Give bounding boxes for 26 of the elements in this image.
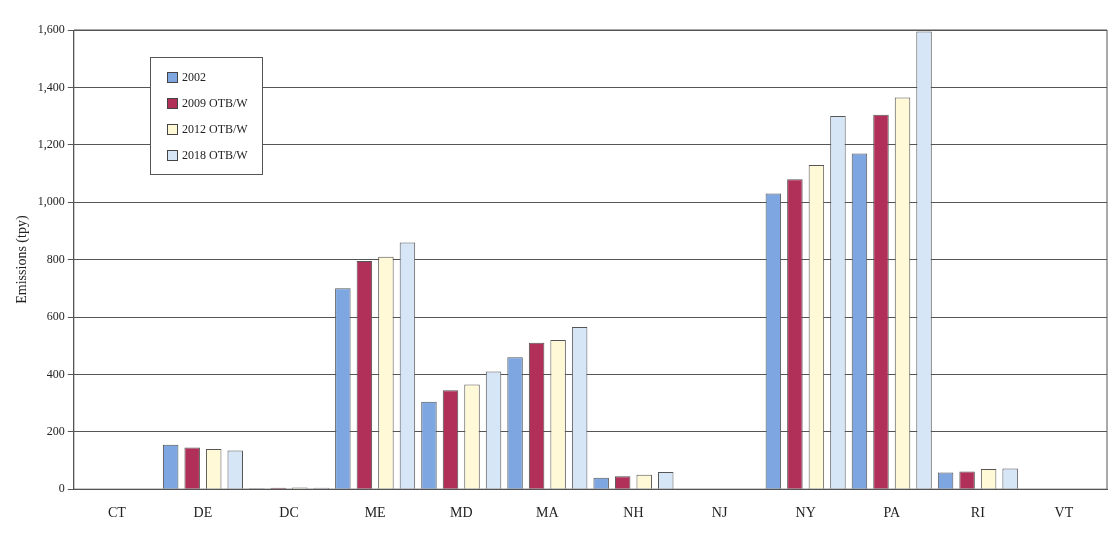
x-tick-label: RI xyxy=(970,505,986,521)
y-tick-label: 1,200 xyxy=(37,136,65,151)
x-tick-label: CT xyxy=(107,505,127,521)
y-tick-label: 800 xyxy=(46,251,65,266)
y-tick-label: 200 xyxy=(46,423,65,438)
y-axis-title: Emissions (tpy) xyxy=(14,215,31,304)
x-tick-label: NY xyxy=(795,505,816,521)
y-tick-label: 600 xyxy=(46,309,65,324)
y-tick-label: 1,600 xyxy=(37,22,65,37)
legend-label: 2009 OTB/W xyxy=(182,95,248,111)
x-tick-label: MA xyxy=(536,505,560,521)
x-tick-label: DE xyxy=(193,505,213,521)
y-tick-label: 1,400 xyxy=(37,79,65,94)
x-tick-label: DC xyxy=(279,505,299,521)
legend-label: 2018 OTB/W xyxy=(182,147,248,163)
legend-label: 2012 OTB/W xyxy=(182,121,248,137)
y-tick-label: 0 xyxy=(58,481,65,496)
x-tick-label: VT xyxy=(1054,505,1074,521)
x-tick-label: PA xyxy=(883,505,901,521)
y-tick-label: 400 xyxy=(46,366,65,381)
legend-label: 2002 xyxy=(182,69,206,85)
x-tick-label: NJ xyxy=(711,505,728,521)
y-tick-label: 1,000 xyxy=(37,194,65,209)
x-tick-label: NH xyxy=(623,505,644,521)
x-tick-label: MD xyxy=(449,505,473,521)
x-tick-label: ME xyxy=(364,505,386,521)
